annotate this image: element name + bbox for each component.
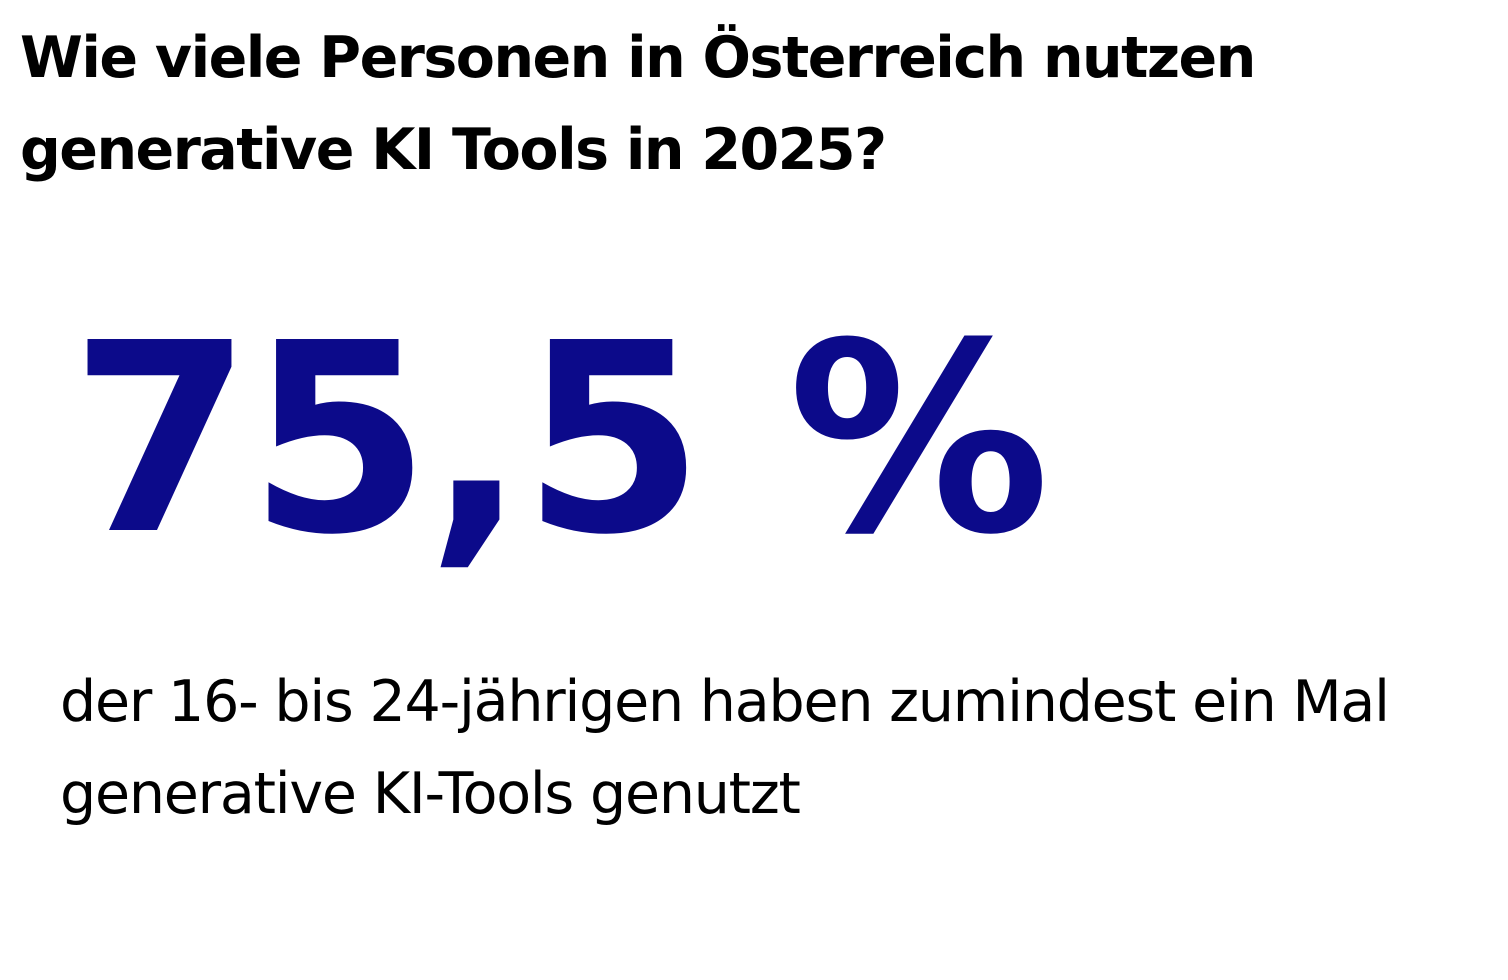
headline-question: Wie viele Personen in Österreich nutzen … — [20, 25, 1256, 183]
stat-percentage: 75,5 % — [70, 287, 1050, 592]
stat-caption: der 16- bis 24-jährigen haben zumindest … — [60, 669, 1390, 827]
